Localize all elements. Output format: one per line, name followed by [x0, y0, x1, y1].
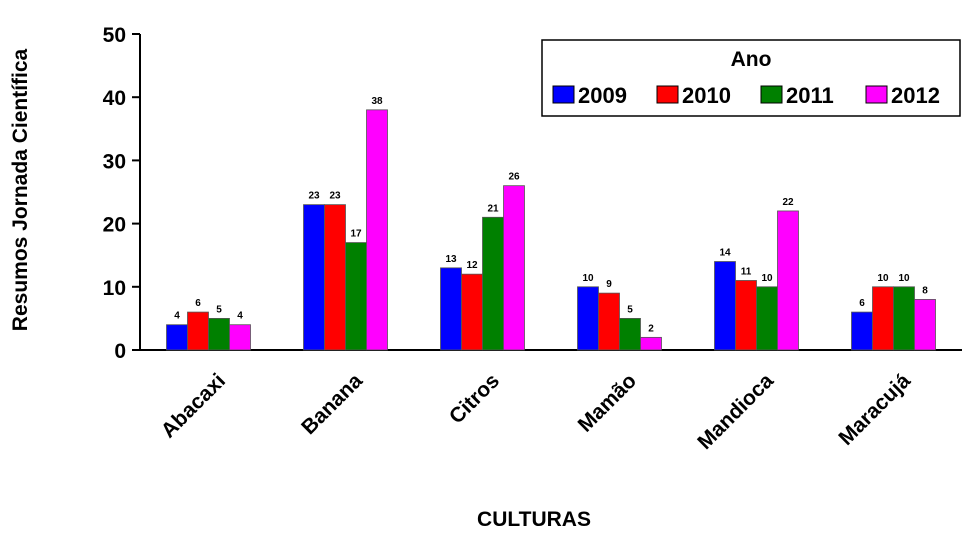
legend-items: 2009 2010 2011 2012 [552, 83, 940, 108]
legend-swatch-2010 [656, 85, 679, 104]
value-label: 13 [445, 254, 457, 265]
y-tick-label: 30 [103, 150, 126, 173]
bar-2010-2 [461, 273, 483, 351]
value-label: 9 [606, 279, 612, 290]
value-label: 14 [719, 248, 731, 259]
value-label: 10 [582, 273, 594, 284]
y-tick-label: 10 [103, 277, 126, 300]
bar-2009-3 [577, 286, 599, 351]
bar-2012-4 [777, 210, 799, 351]
legend-swatch-2012 [865, 85, 888, 104]
bar-2009-0 [166, 324, 188, 351]
x-tick-label: Abacaxi [157, 369, 230, 442]
bar-2010-4 [735, 280, 757, 351]
y-ticks: 0 10 20 30 40 50 [103, 24, 140, 363]
axes [139, 34, 962, 351]
bar-2009-5 [851, 311, 873, 351]
bar-2010-0 [187, 311, 209, 351]
value-label: 38 [371, 96, 383, 107]
legend-box [541, 39, 961, 117]
bar-2011-5 [893, 286, 915, 351]
value-label: 12 [466, 260, 478, 271]
value-label: 10 [761, 273, 773, 284]
bar-2009-2 [440, 267, 462, 351]
legend: Ano 2009 2010 2011 2012 [541, 39, 961, 117]
x-tick-label: Banana [297, 369, 367, 439]
legend-title: Ano [731, 48, 772, 71]
bar-2010-3 [598, 292, 620, 351]
x-axis-title: CULTURAS [477, 508, 591, 531]
bar-2012-2 [503, 185, 525, 351]
legend-label-2012: 2012 [891, 83, 940, 108]
x-tick-label: Mandioca [693, 369, 778, 454]
value-label: 8 [922, 285, 928, 296]
bars [166, 109, 936, 351]
y-tick-label: 40 [103, 87, 126, 110]
value-label: 23 [308, 191, 320, 202]
legend-swatch-2009 [552, 85, 575, 104]
value-label: 6 [195, 298, 201, 309]
legend-swatch-2011 [760, 85, 783, 104]
bar-2009-4 [714, 261, 736, 351]
value-label: 17 [350, 229, 362, 240]
bar-2009-1 [303, 204, 325, 351]
value-label: 6 [859, 298, 865, 309]
legend-label-2009: 2009 [578, 83, 627, 108]
bar-2012-1 [366, 109, 388, 351]
value-label: 10 [877, 273, 889, 284]
bar-2010-1 [324, 204, 346, 351]
value-label: 10 [898, 273, 910, 284]
y-axis-title: Resumos Jornada Científica [9, 48, 32, 331]
bar-2011-3 [619, 317, 641, 351]
legend-label-2010: 2010 [682, 83, 731, 108]
value-labels: 4 6 5 4 23 23 17 38 13 12 21 26 10 9 5 2 14 11 10 22 6 10 10 8 [174, 96, 928, 335]
bar-2012-5 [914, 299, 936, 351]
bar-2011-2 [482, 216, 504, 351]
y-tick-label: 20 [103, 214, 126, 237]
bar-2010-5 [872, 286, 894, 351]
x-tick-label: Mamão [574, 369, 641, 436]
y-tick-label: 0 [114, 340, 126, 363]
x-tick-label: Maracujá [834, 369, 915, 450]
value-label: 11 [741, 266, 752, 277]
bar-2011-0 [208, 317, 230, 351]
x-tick-label: Citros [445, 369, 504, 428]
value-label: 4 [174, 311, 180, 322]
value-label: 26 [508, 172, 520, 183]
bar-2012-3 [640, 336, 662, 351]
value-label: 23 [329, 191, 341, 202]
y-tick-label: 50 [103, 24, 126, 47]
legend-label-2011: 2011 [786, 83, 834, 108]
value-label: 5 [216, 304, 222, 315]
value-label: 21 [487, 203, 499, 214]
bar-2012-0 [229, 324, 251, 351]
x-ticks: Abacaxi Banana Citros Mamão Mandioca Maracujá [157, 369, 915, 454]
value-label: 22 [782, 197, 794, 208]
value-label: 5 [627, 304, 633, 315]
value-label: 2 [648, 323, 654, 334]
value-label: 4 [237, 311, 243, 322]
bar-2011-1 [345, 242, 367, 351]
bar-2011-4 [756, 286, 778, 351]
